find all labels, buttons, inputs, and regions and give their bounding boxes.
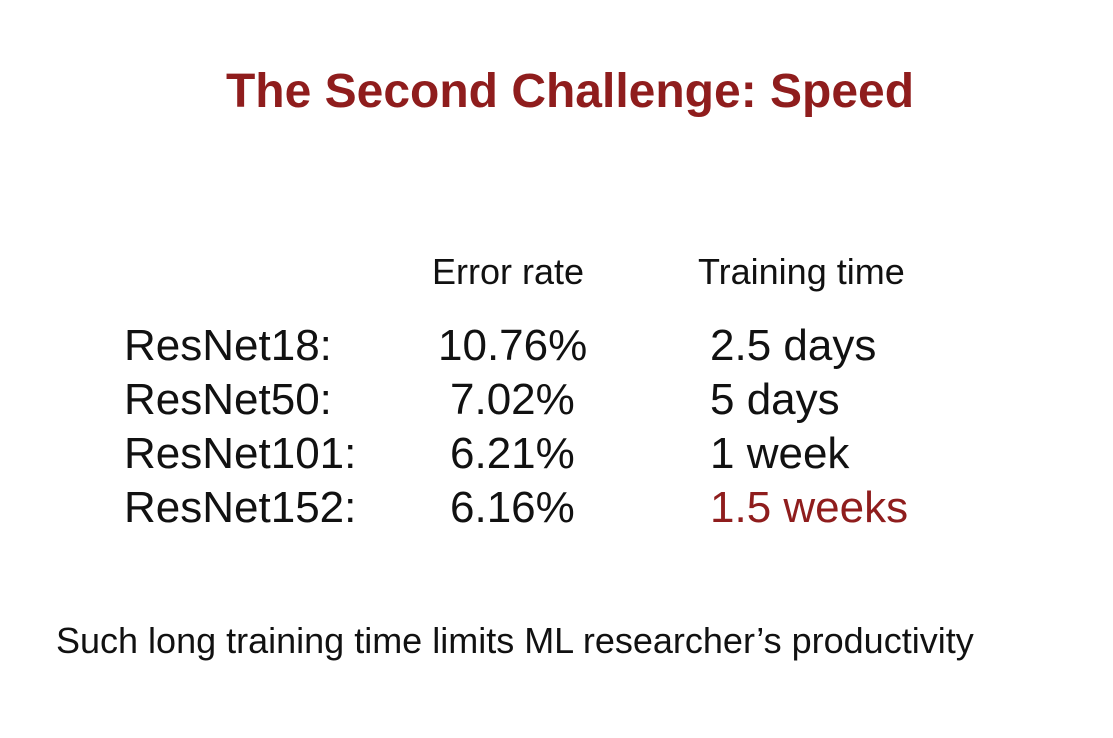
column-header-error-rate: Error rate xyxy=(432,251,585,292)
error-rate-value: 10.76% xyxy=(438,321,588,370)
slide-title: The Second Challenge: Speed xyxy=(225,65,915,118)
model-name: ResNet18: xyxy=(124,321,332,370)
training-time-value: 1 week xyxy=(710,429,850,478)
error-rate-value: 7.02% xyxy=(450,375,575,424)
model-name: ResNet50: xyxy=(124,375,332,424)
column-header-training-time: Training time xyxy=(698,251,905,292)
model-name: ResNet101: xyxy=(124,429,357,478)
training-time-value: 2.5 days xyxy=(710,321,877,370)
footer-note: Such long training time limits ML resear… xyxy=(56,620,974,661)
error-rate-value: 6.21% xyxy=(450,429,575,478)
training-time-value-highlighted: 1.5 weeks xyxy=(710,483,909,532)
model-name: ResNet152: xyxy=(124,483,357,532)
error-rate-value: 6.16% xyxy=(450,483,575,532)
training-time-value: 5 days xyxy=(710,375,840,424)
